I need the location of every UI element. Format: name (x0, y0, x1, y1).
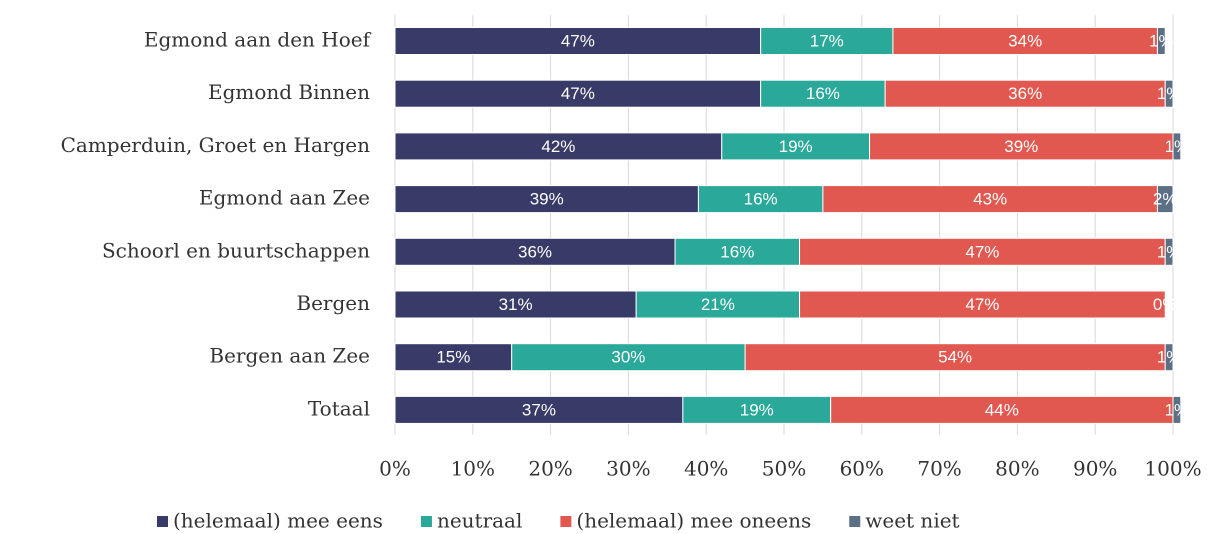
data-label: 19% (779, 137, 813, 156)
data-label: 0% (1153, 295, 1178, 314)
data-label: 16% (744, 190, 778, 209)
data-label: 1% (1165, 400, 1190, 419)
data-label: 2% (1153, 190, 1178, 209)
bar-segment (394, 79, 762, 108)
x-tick-label: 10% (451, 457, 495, 481)
data-label: 21% (701, 295, 735, 314)
bar-segment (760, 27, 894, 55)
bar-segment (1156, 27, 1166, 55)
bar-segment (1172, 395, 1182, 424)
bar-segment (394, 132, 723, 161)
data-label: 31% (499, 295, 533, 314)
x-tick-label: 50% (762, 457, 806, 481)
y-tick-label: Egmond aan Zee (199, 186, 370, 210)
bar-segment (822, 185, 1158, 214)
bar-segment (394, 185, 699, 214)
bar-segment (1164, 237, 1174, 266)
data-label: 39% (1004, 137, 1038, 156)
bar-segment (830, 395, 1174, 424)
legend-label: neutraal (437, 509, 522, 533)
data-label: 34% (1008, 31, 1042, 50)
data-label: 47% (561, 84, 595, 103)
legend-label: (helemaal) mee eens (173, 509, 383, 533)
x-tick-label: 30% (606, 457, 650, 481)
y-tick-label: Bergen aan Zee (209, 344, 370, 368)
legend: (helemaal) mee eens neutraal (helemaal) me… (157, 509, 960, 533)
bar-segment (394, 27, 762, 55)
y-tick-label: Egmond aan den Hoef (144, 28, 372, 52)
bar-segment (394, 290, 637, 319)
legend-swatch (157, 516, 168, 527)
x-tick-label: 90% (1073, 457, 1117, 481)
bar-segment (394, 343, 513, 372)
data-label: 1% (1157, 348, 1182, 367)
data-label: 42% (541, 137, 575, 156)
data-label: 1% (1157, 84, 1182, 103)
data-label: 47% (965, 242, 999, 261)
bar-segment (394, 395, 684, 424)
x-tick-label: 0% (379, 457, 411, 481)
data-label: 1% (1165, 137, 1190, 156)
x-tick-label: 80% (995, 457, 1039, 481)
legend-swatch (560, 516, 572, 527)
bar-segment (1156, 185, 1174, 214)
x-tick-label: 70% (917, 457, 961, 481)
data-label: 19% (740, 400, 774, 419)
data-label: 54% (938, 348, 972, 367)
legend-swatch (849, 516, 861, 527)
data-label: 15% (436, 348, 470, 367)
data-label: 43% (973, 190, 1007, 209)
bar-segment (697, 185, 824, 214)
bar-segment (1164, 79, 1174, 108)
x-tick-label: 60% (840, 457, 884, 481)
x-tick-label: 100% (1144, 457, 1201, 481)
y-tick-label: Camperduin, Groet en Hargen (61, 133, 371, 157)
data-label: 44% (985, 400, 1019, 419)
x-tick-label: 40% (684, 457, 728, 481)
data-label: 47% (965, 295, 999, 314)
bar-segment (869, 132, 1174, 161)
data-label: 47% (561, 31, 595, 50)
y-tick-label: Bergen (296, 291, 370, 315)
y-tick-label: Schoorl en buurtschappen (102, 238, 370, 262)
x-tick-label: 20% (528, 457, 572, 481)
bar-segment (799, 290, 1166, 319)
data-label: 1% (1149, 31, 1174, 50)
bar-segment (511, 343, 746, 372)
legend-label: weet niet (865, 509, 959, 533)
bar-segment (1164, 343, 1174, 372)
y-tick-label: Totaal (308, 396, 370, 420)
data-label: 17% (810, 31, 844, 50)
data-label: 36% (518, 242, 552, 261)
bar-segment (799, 237, 1166, 266)
data-label: 36% (1008, 84, 1042, 103)
data-label: 39% (530, 190, 564, 209)
data-label: 16% (720, 242, 754, 261)
bar-segment (674, 237, 801, 266)
bar-segment (721, 132, 871, 161)
bar-segment (682, 395, 832, 424)
legend-label: (helemaal) mee oneens (576, 509, 811, 533)
data-label: 16% (806, 84, 840, 103)
y-tick-label: Egmond Binnen (208, 80, 370, 104)
data-label: 1% (1157, 242, 1182, 261)
legend-swatch (420, 516, 432, 527)
data-label: 37% (522, 400, 556, 419)
data-label: 30% (611, 348, 645, 367)
bar-segment (1172, 132, 1182, 161)
